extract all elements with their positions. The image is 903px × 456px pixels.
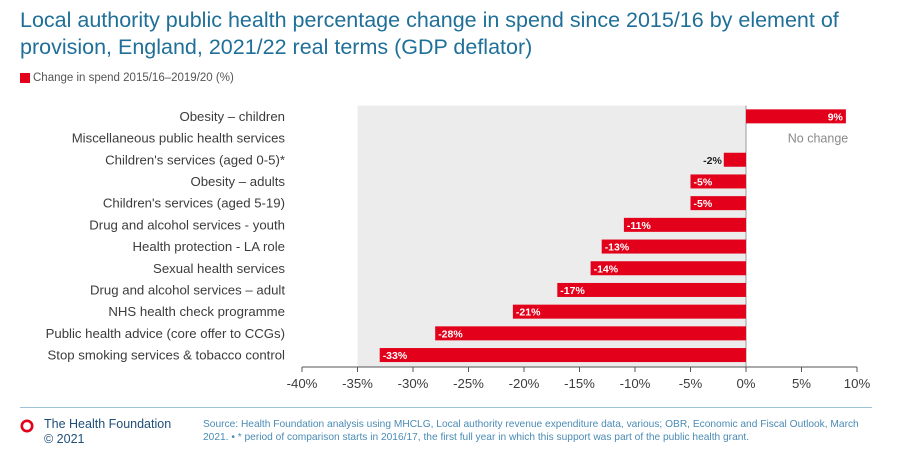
x-tick-label: -30% <box>398 376 429 391</box>
health-foundation-logo-icon <box>20 419 34 433</box>
legend-label: Change in spend 2015/16–2019/20 (%) <box>33 72 234 84</box>
brand-name: The Health Foundation <box>44 417 172 431</box>
data-label: -11% <box>627 220 652 232</box>
bar <box>512 304 746 319</box>
data-label: -33% <box>383 350 408 362</box>
bar <box>601 239 746 254</box>
data-label: No change <box>788 132 849 146</box>
bar <box>623 217 746 232</box>
copyright: © 2021 <box>44 432 85 446</box>
bar <box>690 174 746 189</box>
category-label: Miscellaneous public health services <box>72 131 286 146</box>
category-label: Children's services (aged 0-5)* <box>105 152 285 167</box>
category-label: Public health advice (core offer to CCGs… <box>46 326 285 341</box>
bar <box>435 326 746 341</box>
x-tick-label: -25% <box>453 376 484 391</box>
footer-divider <box>20 407 872 408</box>
category-label: Drug and alcohol services - youth <box>89 217 285 232</box>
data-label: -2% <box>703 155 722 167</box>
category-label: Stop smoking services & tobacco control <box>48 348 286 363</box>
category-label: Sexual health services <box>153 261 285 276</box>
category-label: Health protection - LA role <box>133 239 285 254</box>
category-label: Obesity – children <box>179 109 285 124</box>
bar <box>590 261 746 276</box>
source-note: Source: Health Foundation analysis using… <box>203 419 859 443</box>
data-label: -21% <box>516 307 541 319</box>
data-label: 9% <box>828 111 844 123</box>
bar <box>557 282 746 297</box>
x-tick-label: -10% <box>620 376 651 391</box>
bar <box>690 196 746 211</box>
x-tick-label: -20% <box>509 376 540 391</box>
x-tick-label: 10% <box>844 376 871 391</box>
data-label: -17% <box>560 285 585 297</box>
brand: The Health Foundation © 2021 <box>20 417 171 447</box>
data-label: -13% <box>605 242 630 254</box>
legend: Change in spend 2015/16–2019/20 (%) <box>20 72 234 84</box>
x-tick-label: -15% <box>564 376 595 391</box>
data-label: -28% <box>438 328 463 340</box>
x-tick-label: -5% <box>679 376 703 391</box>
category-label: Drug and alcohol services – adult <box>90 282 285 297</box>
x-tick-label: 0% <box>736 376 755 391</box>
chart-title: Local authority public health percentage… <box>20 8 839 59</box>
data-label: -14% <box>594 263 619 275</box>
category-label: Children's services (aged 5-19) <box>103 196 285 211</box>
category-label: Obesity – adults <box>190 174 285 189</box>
x-tick-label: -40% <box>287 376 318 391</box>
x-tick-label: 5% <box>792 376 811 391</box>
bar <box>379 348 746 363</box>
category-label: NHS health check programme <box>108 304 285 319</box>
plot-background <box>357 105 746 367</box>
data-label: -5% <box>694 198 713 210</box>
x-tick-label: -35% <box>342 376 373 391</box>
data-label: -5% <box>694 176 713 188</box>
bar <box>746 109 846 124</box>
bar <box>723 152 746 167</box>
legend-swatch <box>20 73 30 83</box>
